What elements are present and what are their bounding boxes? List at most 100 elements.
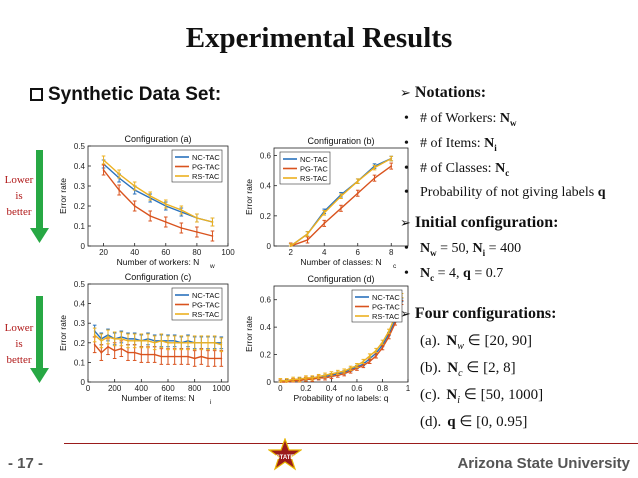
data-point	[93, 334, 96, 336]
configuration-subscript: i	[457, 394, 461, 406]
data-point	[340, 207, 342, 210]
notation-text: # of Items:	[420, 135, 485, 151]
university-star-logo: STATE	[268, 438, 302, 471]
config-value: = 400	[485, 241, 522, 257]
y-tick-label: 0.2	[260, 212, 272, 221]
data-point	[220, 343, 223, 346]
series-line	[94, 334, 222, 346]
section-heading: Synthetic Data Set:	[30, 84, 221, 106]
legend-label: RS-TAC	[300, 174, 328, 183]
data-point	[133, 205, 136, 207]
data-point	[323, 211, 326, 214]
config-symbol: N	[472, 241, 483, 257]
series-line	[103, 159, 213, 223]
notation-item: # of Classes: Nc	[400, 160, 636, 182]
label-line: is	[15, 190, 23, 202]
configuration-label: (b).	[420, 359, 442, 376]
config-symbol: N	[420, 266, 431, 282]
chart-2: Configuration (c) 0 0.1 0.2 0.3 0.4 0.5 0 200 400…	[58, 272, 231, 406]
configuration-symbol: N	[446, 332, 458, 349]
configuration-subscript: w	[457, 340, 464, 352]
data-point	[362, 364, 365, 367]
notation-subscript: i	[494, 142, 497, 153]
data-point	[285, 379, 288, 382]
data-point	[368, 355, 371, 357]
four-configs-header-text: Four configurations:	[414, 304, 557, 322]
data-point	[213, 357, 216, 360]
label-line: Lower	[4, 322, 34, 334]
legend-label: RS-TAC	[192, 172, 220, 181]
data-point	[113, 337, 116, 340]
series-pg-tac	[101, 164, 215, 242]
configuration-label: (c).	[420, 386, 441, 403]
data-point	[387, 330, 390, 333]
x-axis-label-subscript: c	[393, 263, 397, 270]
notations-header-text: Notations:	[414, 84, 487, 101]
y-tick-label: 0.4	[74, 162, 86, 171]
notation-text: # of Classes:	[420, 160, 496, 176]
page-number: - 17 -	[8, 455, 44, 472]
config-subscript: c	[430, 272, 435, 283]
chart-1: Configuration (b) 0 0.2 0.4 0.6 2 4 6 8 Number of…	[244, 136, 409, 270]
data-point	[387, 335, 390, 338]
y-tick-label: 0.5	[74, 142, 86, 151]
data-point	[220, 357, 223, 360]
data-point	[317, 375, 320, 378]
series-line	[280, 302, 403, 383]
data-point	[173, 355, 176, 358]
data-point	[340, 195, 342, 198]
arrowhead-bullet-icon: ➢	[400, 306, 411, 322]
data-point	[292, 378, 295, 381]
y-tick-label: 0.2	[74, 339, 86, 348]
notes-panel: ➢Notations: # of Workers: Nw# of Items: …	[400, 84, 636, 433]
data-point	[102, 159, 105, 161]
configuration-item: (b). Nc ∈ [2, 8]	[400, 358, 636, 384]
data-point	[120, 347, 123, 350]
y-tick-label: 0.2	[260, 351, 272, 360]
x-tick-label: 0.6	[351, 384, 363, 393]
label-line: better	[6, 354, 32, 366]
logo-text: STATE	[276, 455, 295, 461]
data-point	[298, 378, 301, 381]
x-tick-label: 2	[289, 248, 294, 257]
data-point	[356, 180, 359, 183]
y-tick-label: 0	[267, 242, 272, 251]
x-tick-label: 60	[161, 248, 170, 257]
legend-label: PG-TAC	[192, 163, 220, 172]
data-point	[102, 169, 105, 171]
chart-title: Configuration (b)	[307, 136, 374, 146]
data-point	[147, 353, 149, 356]
legend-label: NC-TAC	[372, 293, 400, 302]
data-point	[180, 341, 183, 344]
notation-symbol: N	[495, 160, 506, 176]
data-point	[153, 353, 156, 356]
configuration-range: ∈ [2, 8]	[462, 359, 516, 376]
config-symbol: N	[420, 241, 431, 257]
data-point	[375, 349, 377, 352]
data-point	[133, 351, 136, 354]
data-point	[381, 341, 384, 344]
x-axis-label: Number of classes: N	[300, 257, 381, 267]
y-tick-label: 0.1	[74, 222, 86, 231]
legend-label: NC-TAC	[300, 155, 328, 164]
config-subscript: w	[430, 248, 437, 259]
data-point	[336, 371, 339, 374]
data-point	[211, 221, 214, 223]
legend-label: RS-TAC	[372, 312, 400, 321]
data-point	[187, 341, 189, 344]
x-tick-label: 0	[278, 384, 283, 393]
configuration-range: ∈ [20, 90]	[463, 332, 532, 349]
x-axis-label: Number of items: N	[121, 393, 194, 403]
x-axis-label: Probability of no labels: q	[294, 393, 389, 403]
data-point	[323, 222, 326, 225]
data-point	[147, 339, 149, 342]
initial-config-header: ➢ Initial configuration:	[400, 214, 636, 232]
data-point	[118, 173, 121, 175]
down-arrow-icon	[30, 296, 49, 383]
data-point	[368, 360, 371, 363]
data-point	[356, 192, 359, 195]
y-tick-label: 0.2	[74, 202, 86, 211]
series-rs-tac	[101, 155, 215, 227]
